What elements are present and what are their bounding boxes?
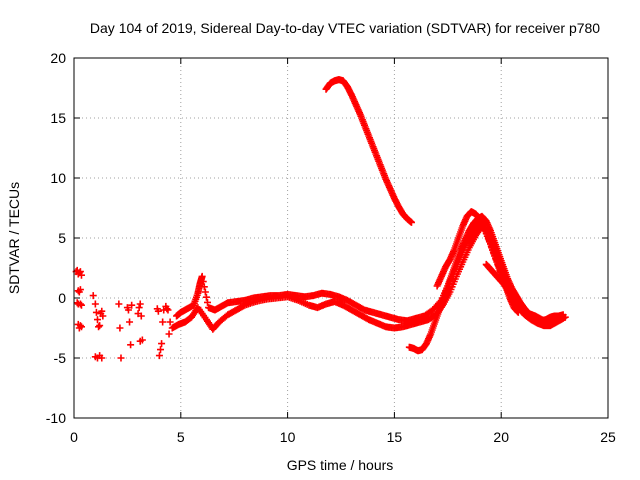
data-point [92, 308, 100, 316]
data-point [407, 218, 415, 226]
data-point [128, 301, 136, 309]
data-point [116, 324, 124, 332]
y-tick-label: 15 [50, 110, 66, 126]
data-point [91, 300, 99, 308]
data-point [165, 330, 173, 338]
data-point [514, 308, 522, 316]
series-track-c-descend [322, 76, 415, 226]
data-point [135, 304, 143, 312]
data-point [136, 300, 144, 308]
data-point [126, 318, 134, 326]
data-point [117, 354, 125, 362]
data-point [157, 346, 165, 354]
y-tick-label: -5 [54, 350, 67, 366]
data-point [204, 298, 211, 306]
data-point [76, 322, 84, 330]
data-point [95, 323, 103, 331]
y-tick-label: 0 [58, 290, 66, 306]
data-point [164, 306, 172, 314]
data-point [99, 312, 107, 320]
data-point [163, 305, 171, 313]
data-point [98, 307, 106, 315]
data-point [137, 312, 145, 320]
data-point [158, 340, 166, 348]
data-point [77, 301, 85, 309]
data-point [89, 292, 97, 300]
axis-ticks: 0 5 10 15 20 25 -10 -5 0 5 10 15 20 [46, 50, 616, 445]
data-point [136, 337, 144, 345]
y-axis-label: SDTVAR / TECUs [6, 182, 22, 294]
series-track-f-side [482, 260, 529, 314]
x-tick-label: 10 [280, 429, 296, 445]
data-point [166, 318, 174, 326]
x-tick-label: 15 [387, 429, 403, 445]
x-tick-label: 0 [70, 429, 78, 445]
data-point [521, 306, 529, 314]
data-point [159, 318, 167, 326]
x-tick-label: 5 [177, 429, 185, 445]
data-point [155, 352, 163, 360]
data-point [202, 293, 210, 301]
series-early-sparse [72, 266, 174, 362]
data-point [199, 278, 207, 286]
y-tick-label: 10 [50, 170, 66, 186]
data-point [76, 300, 84, 308]
data-point [76, 268, 84, 276]
data-point [200, 283, 208, 291]
data-point [124, 306, 132, 314]
data-point [77, 323, 85, 331]
data-point [77, 271, 85, 279]
plot-frame [73, 57, 609, 419]
data-point [127, 341, 135, 349]
data-point [93, 316, 101, 324]
data-series [72, 76, 569, 362]
data-point [201, 288, 209, 296]
data-point [96, 322, 104, 330]
data-point [73, 299, 81, 307]
data-point [559, 311, 567, 319]
data-point [115, 300, 123, 308]
x-axis-label: GPS time / hours [287, 457, 394, 473]
y-tick-label: -10 [46, 410, 66, 426]
grid [74, 58, 608, 418]
data-point [198, 272, 206, 280]
x-tick-label: 20 [493, 429, 509, 445]
y-tick-label: 5 [58, 230, 66, 246]
chart-title: Day 104 of 2019, Sidereal Day-to-day VTE… [90, 20, 600, 36]
y-tick-label: 20 [50, 50, 66, 66]
x-tick-label: 25 [600, 429, 616, 445]
data-point [76, 286, 84, 294]
data-point [98, 354, 106, 362]
data-point [154, 307, 162, 315]
